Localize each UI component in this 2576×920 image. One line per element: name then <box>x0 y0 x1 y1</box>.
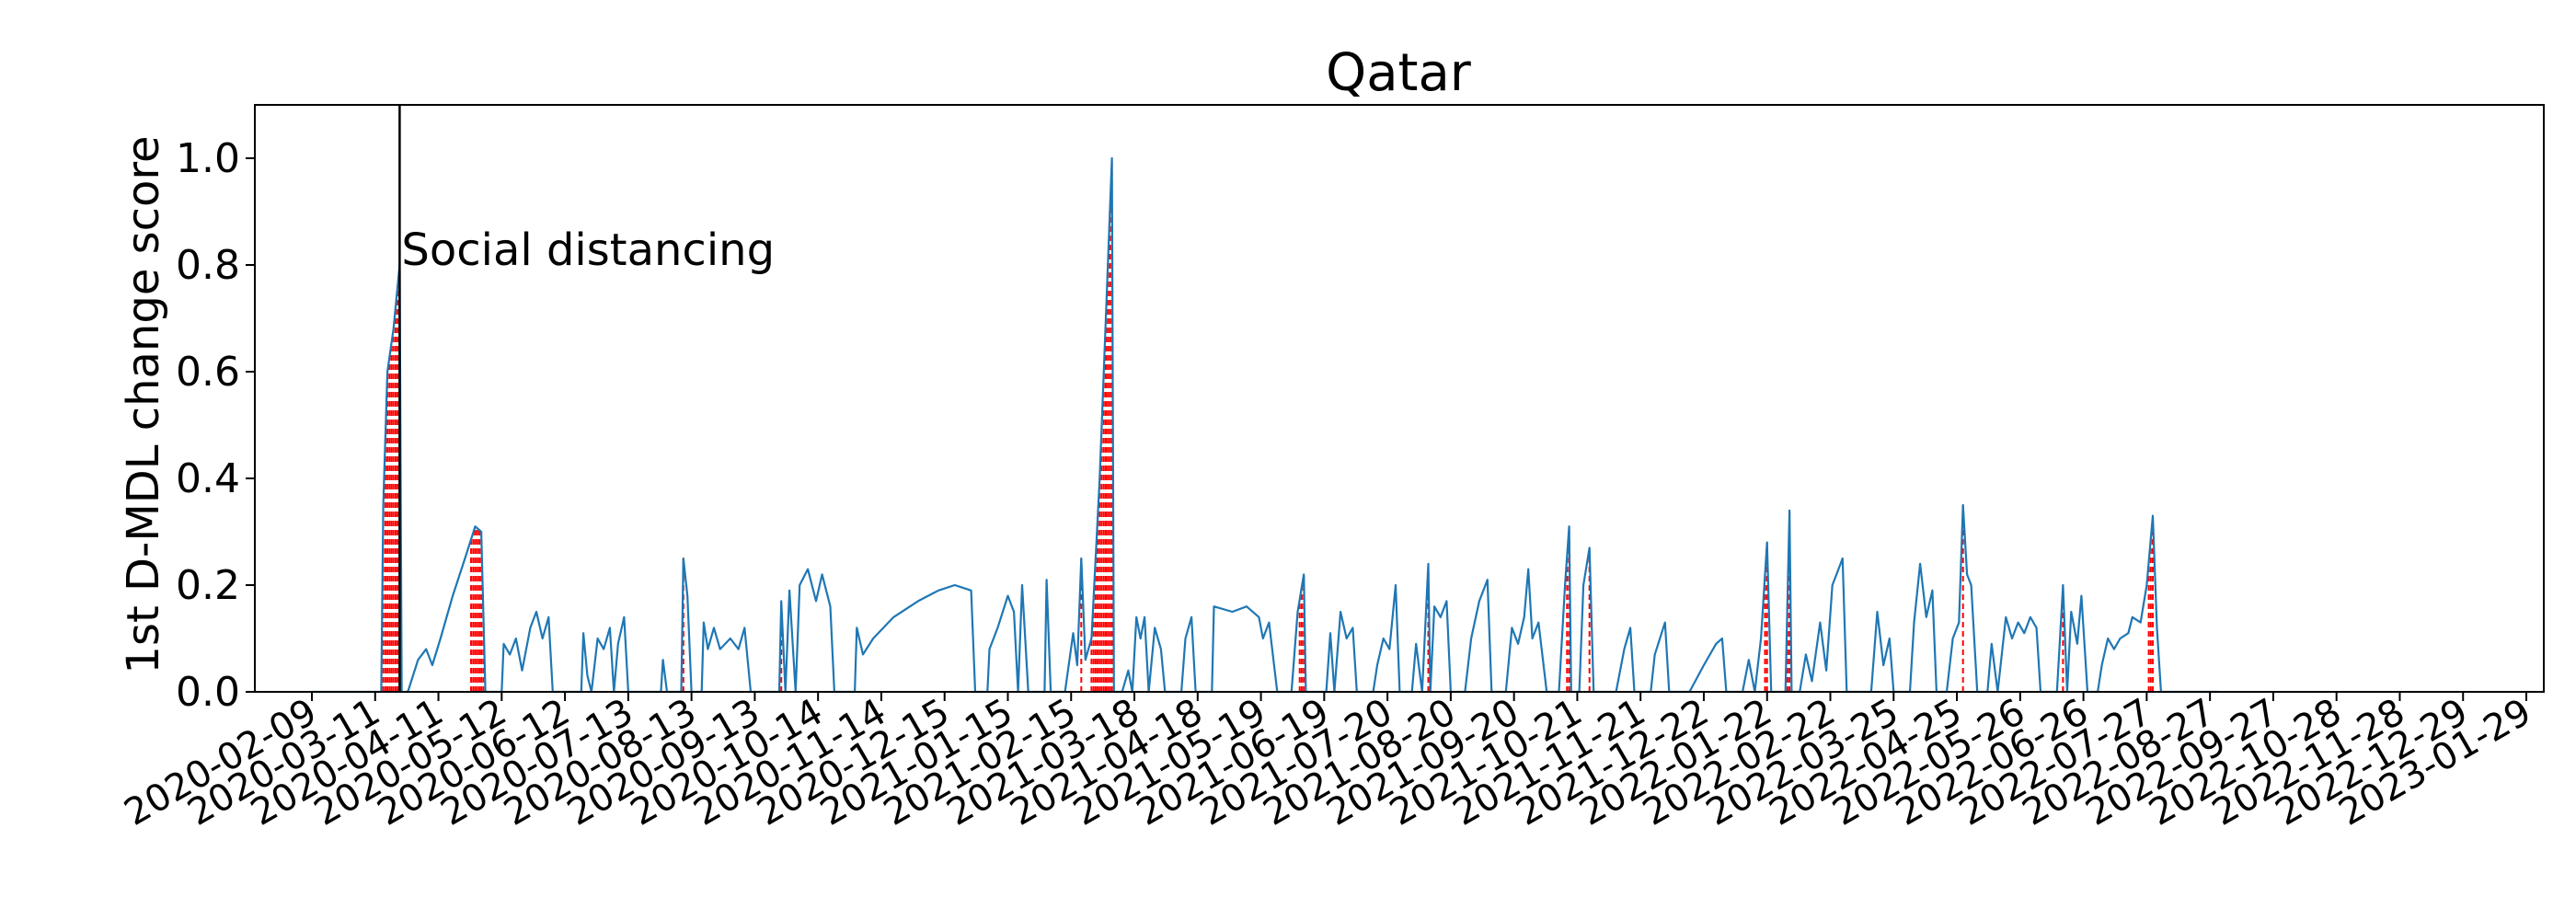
y-tick-label-0: 0.0 <box>176 669 240 716</box>
y-tick-label-3: 0.6 <box>176 349 240 396</box>
annotation-group: Social distancing <box>398 105 775 692</box>
y-tick-label-2: 0.4 <box>176 455 240 502</box>
y-tick-label-5: 1.0 <box>176 135 240 182</box>
x-axis-ticks: 2020-02-092020-03-112020-04-112020-05-12… <box>118 691 2538 834</box>
chart-title: Qatar <box>1326 43 1472 103</box>
y-tick-label-1: 0.2 <box>176 562 240 609</box>
y-axis-ticks: 0.0 0.2 0.4 0.6 0.8 1.0 <box>176 135 255 716</box>
y-axis-label: 1st D-MDL change score <box>118 135 169 673</box>
y-tick-label-4: 0.8 <box>176 242 240 289</box>
annotation-label: Social distancing <box>401 224 775 276</box>
plot-area-frame <box>254 104 2545 693</box>
